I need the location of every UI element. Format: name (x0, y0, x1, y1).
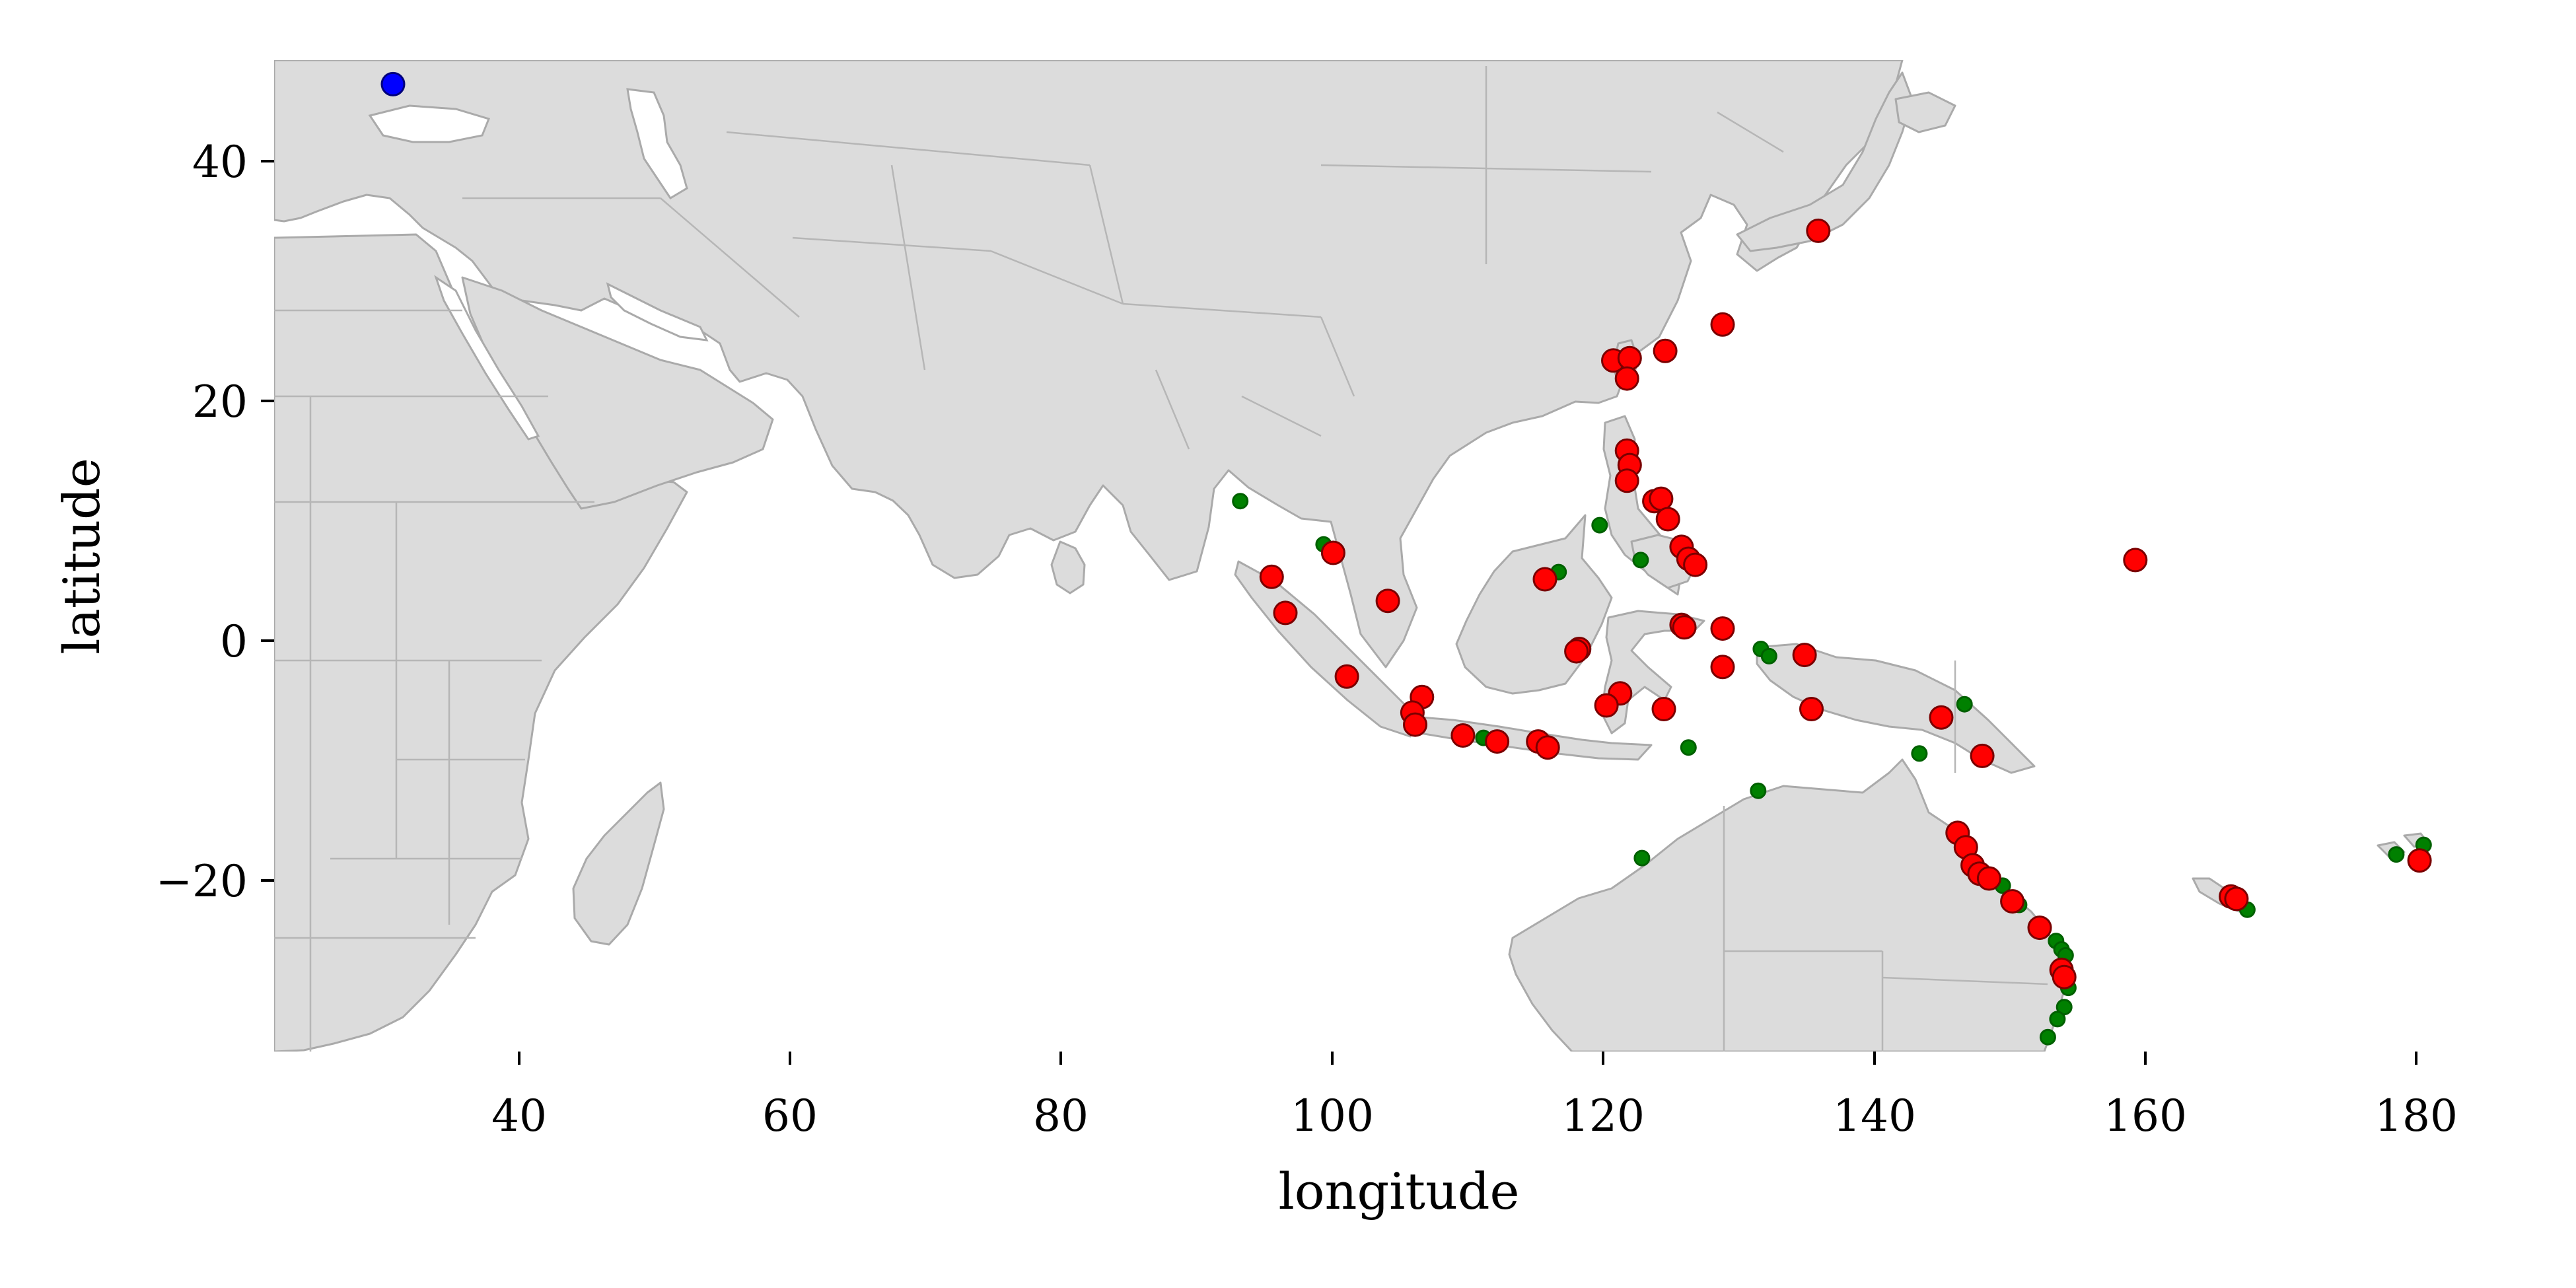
green-marker (2388, 846, 2405, 863)
land-hokkaido (1894, 91, 1956, 133)
red-marker (2123, 548, 2148, 573)
x-tick-label-140: 140 (1833, 1091, 1916, 1141)
water-black-sea (368, 104, 491, 143)
y-tick-label-neg20: −20 (156, 856, 248, 907)
red-marker (1259, 564, 1284, 589)
red-marker (1614, 366, 1639, 391)
x-tick-label-80: 80 (1033, 1091, 1089, 1141)
x-axis-label: longitude (1278, 1162, 1519, 1221)
red-marker (1320, 540, 1345, 565)
red-marker (1594, 693, 1619, 718)
red-marker (1970, 743, 1995, 768)
x-tick-label-160: 160 (2104, 1091, 2187, 1141)
red-marker (2000, 889, 2025, 914)
red-marker (1651, 697, 1676, 721)
green-marker (1232, 493, 1249, 510)
green-marker (1633, 849, 1651, 867)
red-marker (1653, 338, 1678, 363)
red-marker (1375, 589, 1400, 614)
blue-marker (380, 71, 406, 96)
red-marker (1655, 507, 1680, 532)
y-axis-ticks: 40 20 0 −20 (156, 137, 274, 907)
land-australia (1508, 758, 2065, 1052)
green-marker (2056, 999, 2073, 1016)
water-persian-gulf (606, 282, 709, 341)
red-marker (1334, 664, 1359, 689)
red-marker (1792, 643, 1817, 668)
y-axis-label: latitude (52, 458, 111, 655)
green-marker (1760, 647, 1777, 664)
red-marker (1976, 866, 2001, 891)
land-madagascar (572, 781, 665, 946)
red-marker (2052, 964, 2077, 989)
land-eurasia (274, 60, 1904, 668)
x-axis-ticks: 40 60 80 100 120 140 160 180 (491, 1052, 2458, 1141)
red-marker (2407, 848, 2432, 873)
green-marker (1680, 739, 1697, 756)
red-marker (1273, 600, 1298, 626)
red-marker (1532, 567, 1557, 592)
red-marker (1403, 712, 1427, 737)
water-red-sea (434, 275, 540, 441)
markers-layer (380, 71, 2432, 1046)
green-marker (1632, 552, 1649, 569)
green-marker (1956, 696, 1973, 713)
green-marker (2049, 1011, 2066, 1028)
x-tick-label-100: 100 (1291, 1091, 1374, 1141)
borders-asia (462, 66, 1784, 450)
borders-africa (274, 309, 594, 1052)
green-marker (1911, 745, 1928, 762)
red-marker (1710, 655, 1735, 680)
red-marker (1564, 639, 1589, 664)
y-tick-label-20: 20 (192, 376, 248, 427)
land-layer (274, 60, 2429, 1052)
land-sri-lanka (1050, 540, 1086, 594)
red-marker (1617, 345, 1642, 371)
red-marker (1535, 735, 1560, 760)
land-new-guinea (1756, 643, 2036, 774)
red-marker (2224, 886, 2249, 912)
green-marker (2039, 1028, 2056, 1046)
red-marker (2027, 915, 2052, 941)
red-marker (1649, 486, 1674, 511)
x-tick-label-120: 120 (1561, 1091, 1645, 1141)
map-area (274, 60, 2432, 1052)
red-marker (1672, 615, 1697, 640)
x-tick-label-40: 40 (491, 1091, 547, 1141)
red-marker (1450, 723, 1476, 748)
x-tick-label-180: 180 (2375, 1091, 2458, 1141)
red-marker (1485, 729, 1510, 754)
x-tick-label-60: 60 (762, 1091, 818, 1141)
green-marker (1750, 782, 1767, 799)
red-marker (1710, 616, 1735, 641)
water-caspian-sea (626, 88, 688, 200)
land-borneo (1455, 514, 1613, 695)
y-tick-label-40: 40 (192, 137, 248, 188)
y-tick-label-0: 0 (220, 616, 248, 667)
red-marker (1710, 312, 1735, 337)
red-marker (1806, 218, 1831, 243)
red-marker (1929, 705, 1954, 730)
red-marker (1799, 697, 1824, 721)
green-marker (1591, 517, 1608, 534)
borders-australia (1723, 661, 2048, 1052)
red-marker (1683, 552, 1708, 577)
red-marker (1614, 468, 1639, 493)
